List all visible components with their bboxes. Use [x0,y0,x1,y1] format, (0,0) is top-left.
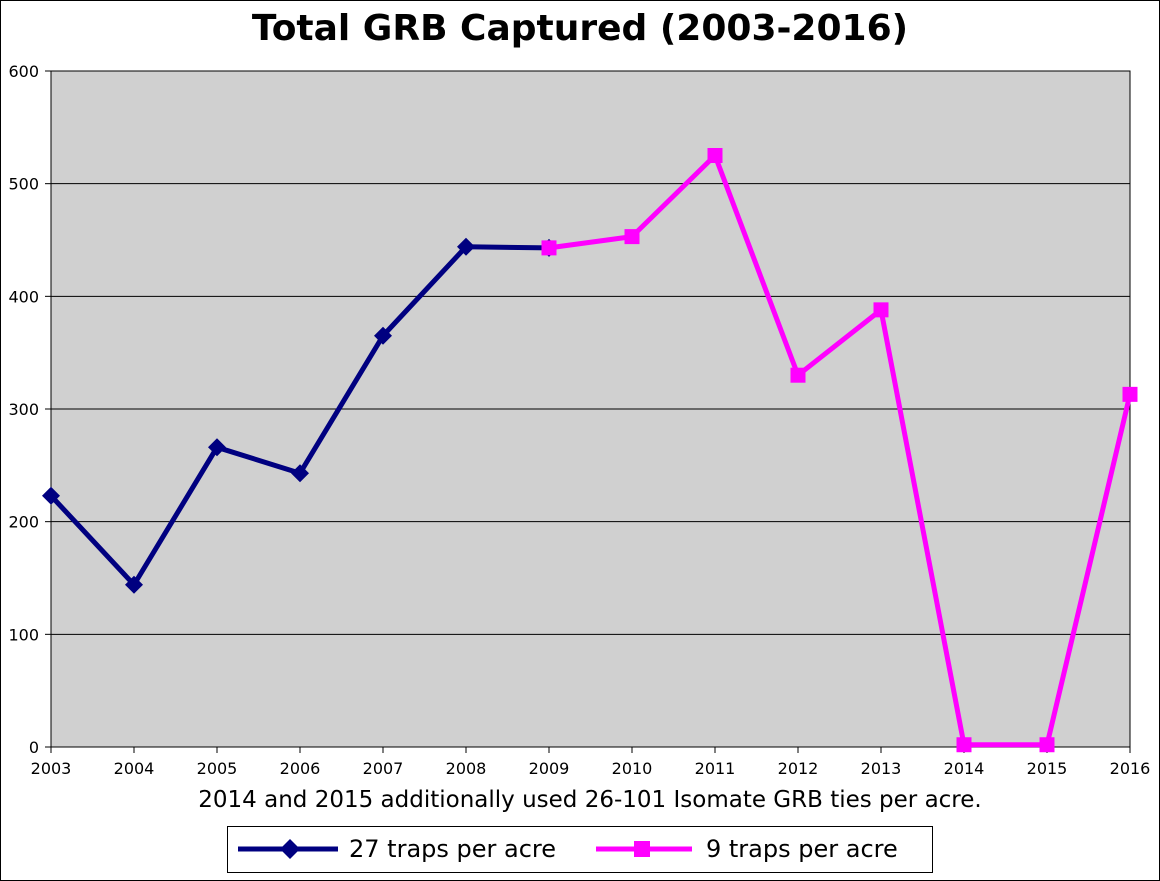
point-9-traps-per-acre-2010 [624,229,640,245]
x-tick-label-2005: 2005 [197,759,238,778]
legend: 27 traps per acre 9 traps per acre [227,826,933,873]
series-line-9-traps-per-acre [548,153,1133,748]
y-tick-label-200: 200 [8,513,39,532]
x-tick-label-2015: 2015 [1027,759,1068,778]
y-tick-label-300: 300 [8,400,39,419]
point-27-traps-per-acre-2004 [125,575,143,594]
point-27-traps-per-acre-2003 [42,486,60,505]
point-27-traps-per-acre-2007 [374,326,392,345]
x-tick-label-2012: 2012 [778,759,819,778]
x-tick-label-2003: 2003 [31,759,72,778]
legend-swatch-27-traps [238,839,338,859]
x-tick-label-2013: 2013 [861,759,902,778]
legend-swatch-9-traps [596,841,692,857]
point-9-traps-per-acre-2011 [707,148,723,163]
point-9-traps-per-acre-2012 [790,367,806,383]
point-9-traps-per-acre-2014 [956,737,972,753]
x-tick-label-2009: 2009 [529,759,570,778]
legend-label-27-traps: 27 traps per acre [349,835,557,863]
point-9-traps-per-acre-2009 [541,240,557,256]
point-9-traps-per-acre-2015 [1039,737,1055,753]
y-tick-label-600: 600 [8,62,39,81]
x-tick-label-2010: 2010 [612,759,653,778]
y-tick-label-100: 100 [8,625,39,644]
x-tick-label-2006: 2006 [280,759,321,778]
y-tick-label-0: 0 [29,738,39,757]
point-27-traps-per-acre-2008 [457,237,475,256]
x-tick-label-2016: 2016 [1110,759,1151,778]
point-9-traps-per-acre-2013 [873,302,889,318]
legend-label-9-traps: 9 traps per acre [706,835,898,863]
x-tick-label-2014: 2014 [944,759,985,778]
chart-title: Total GRB Captured (2003-2016) [251,8,909,49]
point-27-traps-per-acre-2006 [291,464,309,483]
point-9-traps-per-acre-2016 [1122,386,1138,402]
x-tick-label-2008: 2008 [446,759,487,778]
y-tick-label-500: 500 [8,175,39,194]
x-tick-label-2011: 2011 [695,759,736,778]
point-27-traps-per-acre-2005 [208,438,226,457]
y-tick-label-400: 400 [8,287,39,306]
x-tick-label-2007: 2007 [363,759,404,778]
x-tick-label-2004: 2004 [114,759,155,778]
x-axis-label: 2014 and 2015 additionally used 26-101 I… [198,787,982,813]
